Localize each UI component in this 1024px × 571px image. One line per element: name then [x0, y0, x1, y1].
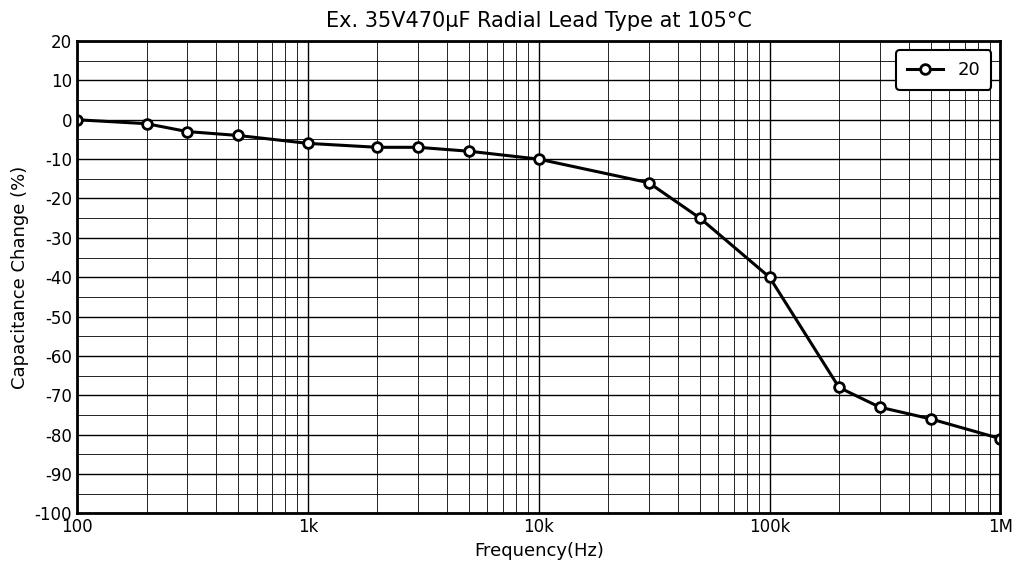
20: [694, 215, 707, 222]
20: [232, 132, 245, 139]
20: [412, 144, 424, 151]
20: [302, 140, 314, 147]
Line: 20: 20: [72, 115, 1006, 444]
20: [532, 156, 545, 163]
20: [140, 120, 153, 127]
20: [994, 435, 1007, 442]
20: [643, 179, 655, 186]
20: [181, 128, 194, 135]
20: [873, 404, 886, 411]
Legend: 20: 20: [896, 50, 991, 90]
X-axis label: Frequency(Hz): Frequency(Hz): [474, 542, 603, 560]
20: [764, 274, 776, 281]
20: [71, 116, 83, 123]
20: [372, 144, 384, 151]
20: [463, 148, 475, 155]
Title: Ex. 35V470μF Radial Lead Type at 105°C: Ex. 35V470μF Radial Lead Type at 105°C: [326, 11, 752, 31]
Y-axis label: Capacitance Change (%): Capacitance Change (%): [11, 166, 29, 389]
20: [925, 416, 937, 423]
20: [833, 384, 845, 391]
